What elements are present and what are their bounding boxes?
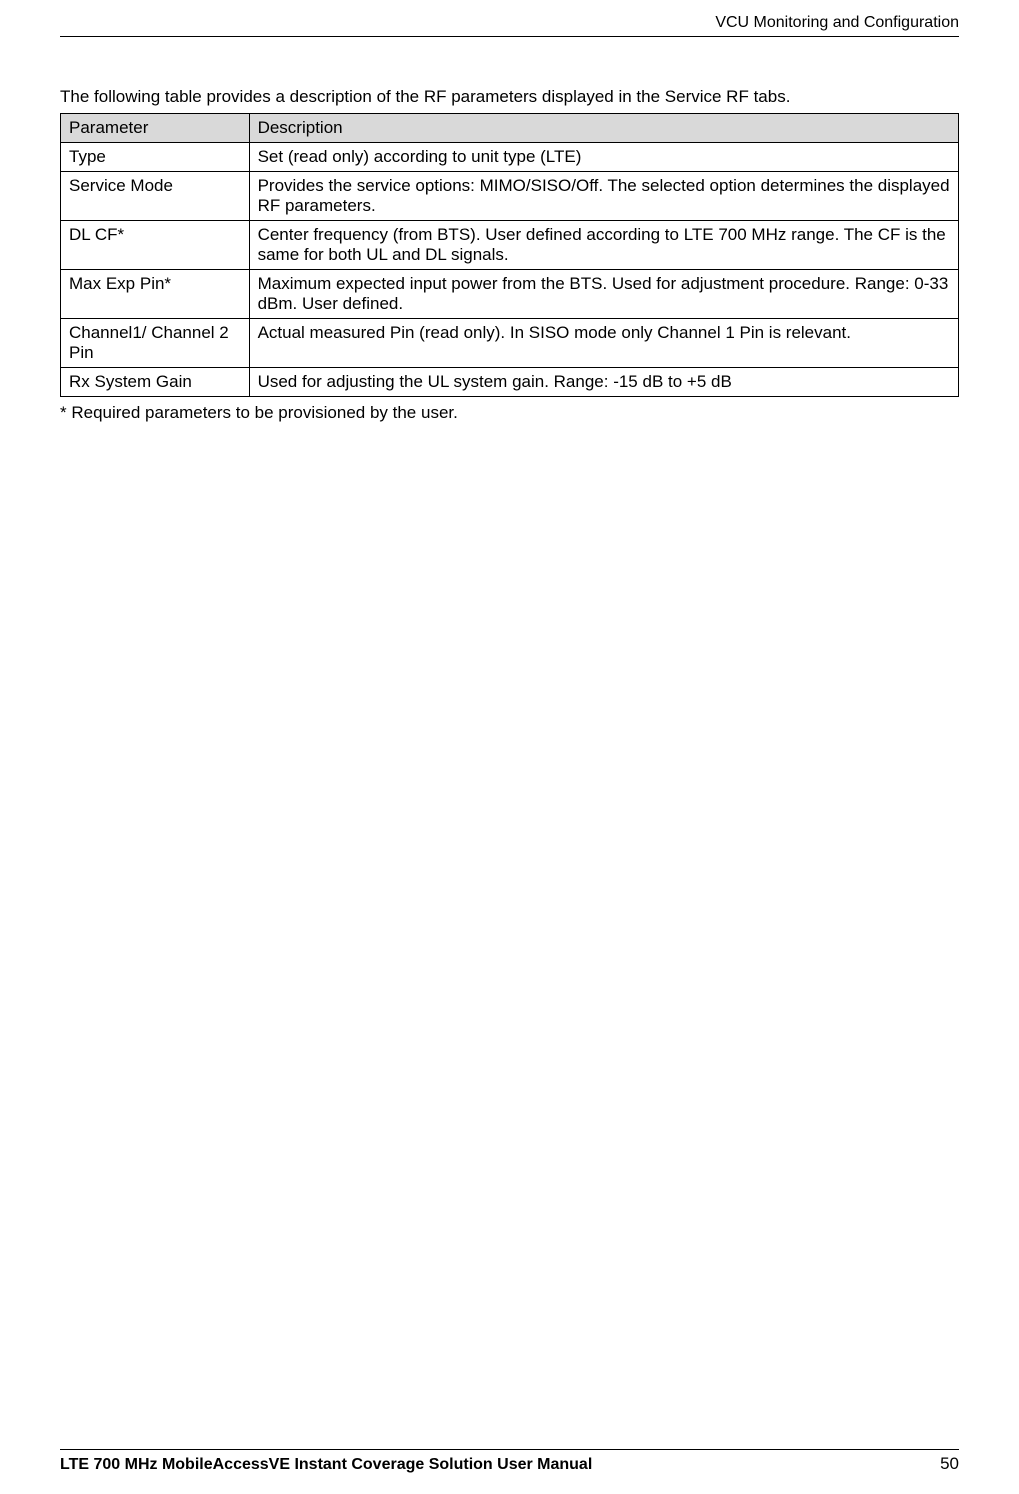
cell-desc: Used for adjusting the UL system gain. R…	[249, 368, 958, 397]
cell-desc: Set (read only) according to unit type (…	[249, 143, 958, 172]
cell-desc: Provides the service options: MIMO/SISO/…	[249, 172, 958, 221]
page-footer: LTE 700 MHz MobileAccessVE Instant Cover…	[60, 1449, 959, 1474]
footer-manual-title: LTE 700 MHz MobileAccessVE Instant Cover…	[60, 1456, 592, 1474]
intro-paragraph: The following table provides a descripti…	[60, 87, 959, 107]
cell-desc: Maximum expected input power from the BT…	[249, 270, 958, 319]
cell-param: Type	[61, 143, 250, 172]
page-header: VCU Monitoring and Configuration	[60, 14, 959, 37]
table-row: DL CF* Center frequency (from BTS). User…	[61, 221, 959, 270]
table-row: Type Set (read only) according to unit t…	[61, 143, 959, 172]
table-header-parameter: Parameter	[61, 114, 250, 143]
table-row: Channel1/ Channel 2 Pin Actual measured …	[61, 319, 959, 368]
table-row: Max Exp Pin* Maximum expected input powe…	[61, 270, 959, 319]
header-section-title: VCU Monitoring and Configuration	[60, 14, 959, 32]
table-footnote: * Required parameters to be provisioned …	[60, 403, 959, 423]
cell-desc: Center frequency (from BTS). User define…	[249, 221, 958, 270]
footer-page-number: 50	[940, 1454, 959, 1474]
table-header-description: Description	[249, 114, 958, 143]
cell-param: Max Exp Pin*	[61, 270, 250, 319]
cell-param: Channel1/ Channel 2 Pin	[61, 319, 250, 368]
cell-param: Service Mode	[61, 172, 250, 221]
page-content: The following table provides a descripti…	[60, 37, 959, 1449]
cell-param: DL CF*	[61, 221, 250, 270]
rf-parameters-table: Parameter Description Type Set (read onl…	[60, 113, 959, 397]
cell-desc: Actual measured Pin (read only). In SISO…	[249, 319, 958, 368]
table-row: Rx System Gain Used for adjusting the UL…	[61, 368, 959, 397]
table-header-row: Parameter Description	[61, 114, 959, 143]
table-row: Service Mode Provides the service option…	[61, 172, 959, 221]
cell-param: Rx System Gain	[61, 368, 250, 397]
